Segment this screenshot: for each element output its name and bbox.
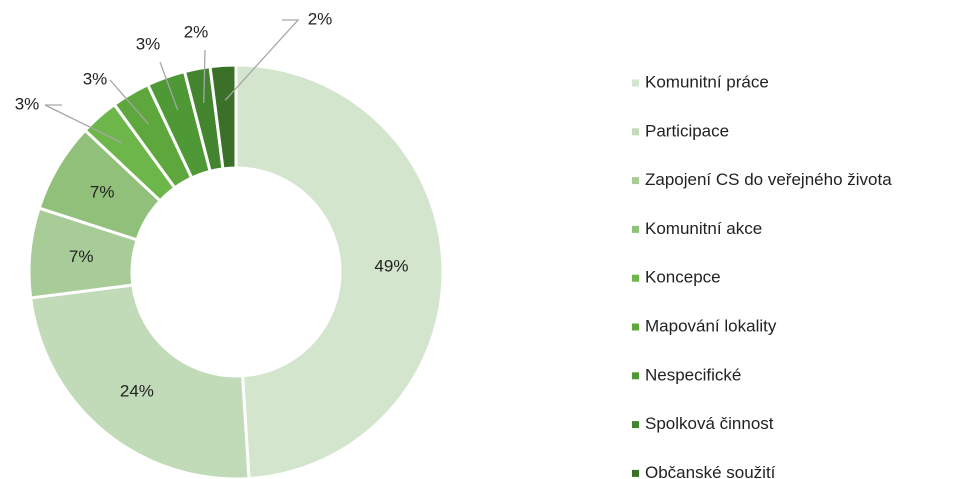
legend-label: Komunitní práce — [645, 72, 769, 91]
legend-marker — [632, 274, 639, 282]
legend-marker — [632, 323, 639, 331]
legend-label: Komunitní akce — [645, 219, 762, 238]
legend-label: Koncepce — [645, 268, 721, 287]
slice — [208, 63, 238, 171]
leader-line — [224, 19, 300, 101]
legend-marker — [632, 421, 639, 429]
leader-line — [159, 61, 179, 111]
leader-line — [44, 104, 123, 144]
leader-line — [109, 79, 149, 125]
legend-label: Občanské soužití — [645, 463, 776, 479]
legend-label: Nespecifické — [645, 365, 741, 384]
legend-marker — [632, 128, 639, 136]
legend-marker — [632, 225, 639, 233]
data-label: 3% — [83, 69, 108, 88]
slice — [28, 283, 251, 479]
data-label: 2% — [184, 22, 209, 41]
data-label: 24% — [120, 381, 154, 400]
data-label: 7% — [69, 247, 94, 266]
data-label: 49% — [374, 257, 408, 276]
data-label: 3% — [15, 94, 40, 113]
legend-label: Mapování lokality — [645, 316, 777, 335]
data-label: 2% — [308, 9, 333, 28]
legend-marker — [632, 372, 639, 380]
legend-marker — [632, 177, 639, 185]
legend-marker — [632, 79, 639, 87]
legend-label: Participace — [645, 121, 729, 140]
data-label: 3% — [136, 34, 161, 53]
legend-marker — [632, 469, 639, 477]
leader-line — [203, 49, 206, 104]
slice — [234, 63, 445, 479]
legend-label: Zapojení CS do veřejného života — [645, 170, 892, 189]
legend-label: Spolková činnost — [645, 414, 774, 433]
data-label: 7% — [90, 182, 115, 201]
